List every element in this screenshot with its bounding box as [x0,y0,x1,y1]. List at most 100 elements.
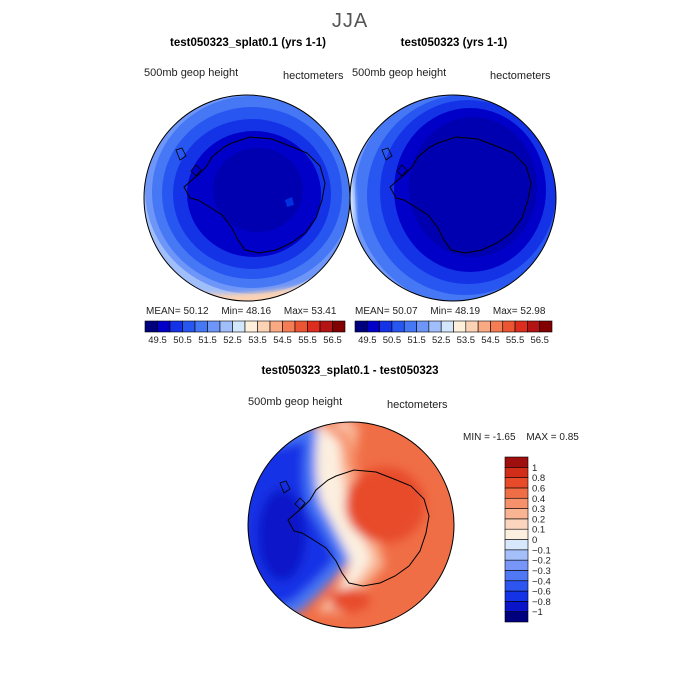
panel2-title: test050323 (yrs 1-1) [400,37,508,49]
contour-spot [285,197,294,207]
figure-title: JJA [331,10,369,32]
colorbar-box [294,320,308,333]
colorbar-box [453,320,467,333]
panel1-min-value: 48.16 [246,306,272,317]
colorbar-tick-label: 0.2 [532,514,545,525]
panel1-max-label: Max= [283,306,309,317]
island-outline [175,147,187,161]
panel2-max-value: 52.98 [520,306,546,317]
colorbar-tick-label: −0.3 [532,566,551,577]
panel3-max-label: MAX = [526,432,557,443]
colorbar-box [504,497,529,509]
panel1-mean-value: 50.12 [183,306,209,317]
panel3-variable-label: 500mb geop height [248,396,343,408]
panel1-map [143,94,351,302]
panel3-max-value: 0.85 [559,432,579,443]
colorbar-box [144,320,158,333]
contour-band [213,148,303,232]
colorbar-tick-label: 51.5 [198,335,217,346]
panel3-min-label: MIN = [463,432,490,443]
colorbar-tick-label: 56.5 [530,335,549,346]
colorbar-tick-label: 55.5 [506,335,525,346]
colorbar-tick-label: 0.8 [532,473,545,484]
colorbar-box [539,320,553,333]
colorbar-box [504,539,529,551]
colorbar-box [157,320,171,333]
panel1-units-label: hectometers [283,70,344,82]
antarctica-coastline [287,469,430,587]
colorbar-tick-label: 0.1 [532,525,545,536]
colorbar-tick-label: 0.3 [532,504,545,515]
colorbar-box [504,487,529,499]
island-outline [396,164,408,177]
colorbar-box [440,320,454,333]
colorbar-box [282,320,296,333]
panel2-max-label: Max= [492,306,518,317]
panel3-map-border [247,421,455,629]
colorbar-tick-label: 53.5 [248,335,267,346]
colorbar-box [504,559,529,571]
panel2-min-label: Min= [430,306,453,317]
colorbar-box [244,320,258,333]
antarctica-coastline [389,136,532,254]
panel3-colorbar: −1−0.8−0.6−0.4−0.3−0.2−0.100.10.20.30.40… [504,456,551,623]
colorbar-tick-label: 54.5 [481,335,500,346]
colorbar-tick-label: 50.5 [173,335,192,346]
contour-band [330,588,370,612]
contour-band [150,280,340,301]
colorbar-box [332,320,346,333]
island-outline [381,147,393,161]
colorbar-box [391,320,405,333]
panel1-max-value: 53.41 [311,306,337,317]
colorbar-tick-label: 52.5 [223,335,242,346]
panel3-stats: MIN = -1.65 MAX = 0.85 [463,432,579,443]
colorbar-box [527,320,540,333]
colorbar-box [257,320,271,333]
panel2-map [349,94,557,302]
contour-band [258,489,306,581]
colorbar-box [502,320,516,333]
colorbar-tick-label: 0.4 [532,494,545,505]
panel1-mean-label: MEAN= [146,306,181,317]
colorbar-box [379,320,393,333]
colorbar-box [465,320,479,333]
panel2-mean-label: MEAN= [355,306,390,317]
colorbar-box [269,320,283,333]
colorbar-box [504,477,529,489]
panel1-variable-label: 500mb geop height [144,67,239,79]
colorbar-box [504,580,529,592]
island-outline [190,164,202,177]
panel2-units-label: hectometers [490,70,551,82]
colorbar-box [194,320,208,333]
island-outline [279,480,291,494]
colorbar-box [504,611,529,623]
colorbar-tick-label: 51.5 [407,335,426,346]
colorbar-box [207,320,221,333]
colorbar-tick-label: 56.5 [323,335,342,346]
colorbar-box [232,320,246,333]
panel3-units-label: hectometers [387,399,448,411]
colorbar-tick-label: 54.5 [273,335,292,346]
colorbar-tick-label: 53.5 [457,335,476,346]
panel1-stats: MEAN= 50.12 Min= 48.16 Max= 53.41 [146,306,336,317]
colorbar-tick-label: 50.5 [383,335,402,346]
colorbar-box [504,570,529,582]
colorbar-box [504,549,529,561]
colorbar-box [490,320,504,333]
panel2-stats: MEAN= 50.07 Min= 48.19 Max= 52.98 [355,306,545,317]
island-outline [294,497,306,510]
colorbar-box [219,320,233,333]
colorbar-box [504,601,529,612]
colorbar-tick-label: −0.2 [532,556,551,567]
colorbar-box [319,320,333,333]
antarctica-coastline [183,136,326,254]
colorbar-box [428,320,442,333]
colorbar-box [403,320,417,333]
colorbar-box [504,590,529,602]
panel3-map [247,421,455,629]
colorbar-box [504,456,529,468]
contour-band [409,117,537,257]
colorbar-box [182,320,196,333]
colorbar-box [169,320,183,333]
